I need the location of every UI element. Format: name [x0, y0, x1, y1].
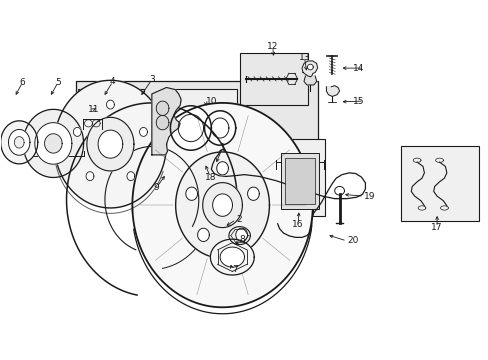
Polygon shape [132, 103, 312, 307]
Polygon shape [87, 117, 134, 171]
Polygon shape [106, 100, 114, 109]
Bar [285, 158, 315, 204]
Polygon shape [152, 87, 181, 155]
Polygon shape [98, 130, 122, 158]
Text: 19: 19 [363, 192, 375, 201]
Polygon shape [326, 86, 339, 96]
Text: 10: 10 [205, 97, 217, 106]
Bar [76, 81, 317, 178]
Text: 18: 18 [204, 173, 216, 182]
Text: 9: 9 [154, 183, 159, 192]
Polygon shape [139, 127, 147, 136]
Polygon shape [0, 121, 38, 164]
Polygon shape [14, 136, 24, 148]
Text: 13: 13 [298, 53, 309, 62]
Text: 14: 14 [352, 64, 363, 73]
Polygon shape [185, 187, 197, 201]
Polygon shape [73, 127, 81, 136]
Polygon shape [216, 162, 228, 175]
Text: 6: 6 [20, 78, 25, 87]
Bar [78, 89, 143, 176]
Polygon shape [220, 247, 244, 267]
Polygon shape [203, 183, 242, 228]
Text: 17: 17 [430, 223, 442, 232]
Polygon shape [175, 152, 269, 258]
Text: 12: 12 [266, 42, 278, 51]
Polygon shape [54, 80, 166, 208]
Polygon shape [8, 130, 30, 155]
Bar [400, 146, 478, 221]
Text: 8: 8 [239, 235, 245, 244]
Polygon shape [127, 172, 135, 181]
Text: 4: 4 [110, 77, 116, 86]
Polygon shape [307, 64, 313, 70]
Polygon shape [156, 101, 168, 116]
Polygon shape [44, 134, 62, 153]
Text: 11: 11 [87, 105, 99, 114]
Polygon shape [228, 226, 250, 244]
Text: 1: 1 [219, 143, 225, 152]
Text: 3: 3 [149, 75, 154, 84]
Polygon shape [23, 109, 83, 177]
Polygon shape [35, 123, 72, 164]
Bar [168, 89, 237, 176]
Polygon shape [210, 239, 254, 275]
Bar [239, 53, 307, 105]
Polygon shape [304, 76, 316, 85]
Text: 20: 20 [346, 237, 358, 246]
Polygon shape [170, 106, 211, 150]
Polygon shape [212, 194, 232, 216]
Text: 16: 16 [292, 220, 303, 229]
Bar [281, 153, 319, 209]
Polygon shape [302, 61, 317, 77]
Text: 15: 15 [352, 96, 363, 105]
Text: 7: 7 [232, 265, 238, 274]
Bar [273, 139, 325, 216]
Polygon shape [235, 228, 247, 242]
Polygon shape [156, 116, 168, 130]
Text: 5: 5 [55, 78, 61, 87]
Polygon shape [86, 172, 94, 181]
Polygon shape [204, 111, 235, 145]
Polygon shape [247, 187, 259, 201]
Text: 2: 2 [236, 215, 242, 224]
Polygon shape [197, 228, 209, 242]
